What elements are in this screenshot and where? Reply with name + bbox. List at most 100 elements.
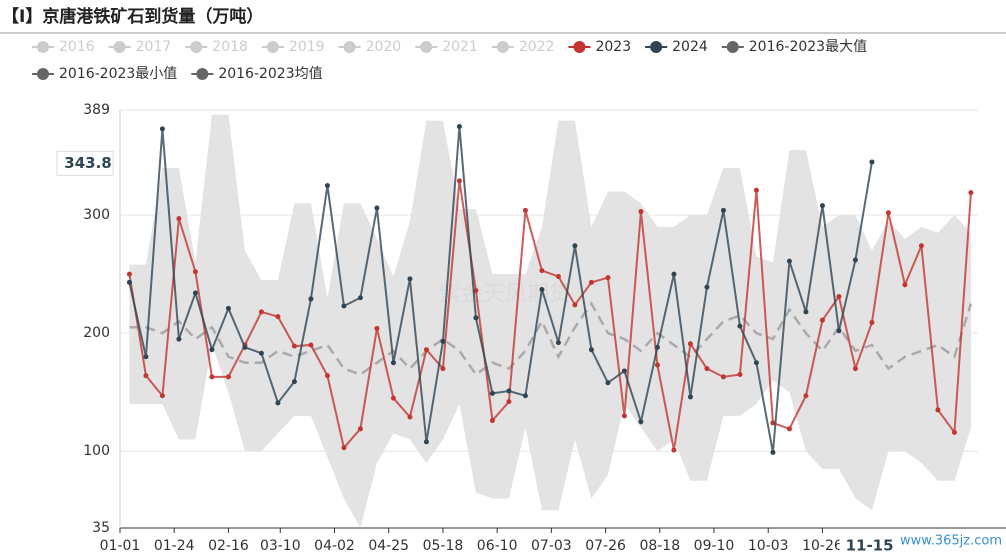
watermark: 紫金天风期货 (439, 282, 571, 307)
data-point (407, 414, 413, 420)
legend-item[interactable]: 2024 (645, 39, 708, 55)
data-point (143, 373, 149, 379)
data-point (258, 309, 264, 315)
data-point (572, 302, 578, 308)
legend-label: 2016-2023最小值 (59, 66, 177, 82)
legend-label: 2016-2023最大值 (749, 39, 867, 55)
data-point (275, 314, 281, 320)
data-point (423, 347, 429, 353)
axis-pointer-y-label: 343.8 (64, 154, 111, 172)
x-tick-label: 07-26 (585, 538, 626, 554)
site-watermark: www.365jz.com (900, 534, 1002, 549)
data-point (522, 393, 528, 399)
legend-item[interactable]: 2016-2023最小值 (32, 66, 177, 82)
data-point (423, 439, 429, 445)
data-point (506, 399, 512, 405)
data-point (225, 374, 231, 380)
data-point (671, 447, 677, 453)
data-point (522, 207, 528, 213)
y-tick-label: 200 (83, 325, 110, 341)
data-point (819, 203, 825, 209)
legend-label: 2023 (595, 39, 631, 55)
data-point (539, 268, 545, 274)
data-point (621, 413, 627, 419)
data-point (159, 393, 165, 399)
data-point (291, 379, 297, 385)
data-point (176, 336, 182, 342)
legend-marker (190, 41, 203, 53)
legend-item[interactable]: 2023 (568, 39, 631, 55)
y-tick-label: 35 (92, 520, 110, 536)
data-point (341, 303, 347, 309)
legend-label: 2019 (289, 39, 325, 55)
legend-item[interactable]: 2020 (338, 39, 402, 55)
series-line (128, 180, 972, 451)
legend-label: 2018 (212, 39, 248, 55)
data-point (687, 394, 693, 400)
data-point (852, 366, 858, 372)
axis-pointer-box (56, 150, 114, 176)
x-tick-label: 03-10 (260, 538, 301, 554)
legend-label: 2016-2023均值 (218, 66, 322, 82)
data-point (869, 320, 875, 326)
data-point (374, 325, 380, 331)
data-point (539, 286, 545, 292)
range-band (129, 114, 971, 528)
data-point (786, 258, 792, 264)
legend-item[interactable]: 2021 (415, 39, 478, 55)
data-point (786, 426, 792, 432)
legend-label: 2016 (59, 39, 95, 55)
data-point (308, 296, 314, 302)
legend-item[interactable]: 2016 (32, 39, 95, 55)
x-tick-label: 04-02 (314, 538, 355, 554)
data-point (209, 347, 215, 353)
legend-label: 2022 (519, 39, 555, 55)
data-point (704, 366, 710, 372)
data-point (588, 279, 594, 285)
data-point (935, 407, 941, 413)
data-point (357, 295, 363, 301)
data-point (803, 309, 809, 315)
data-point (704, 284, 710, 290)
legend-item[interactable]: 2016-2023均值 (191, 66, 323, 82)
axis-pointer-x-label: 11-15 (846, 537, 894, 555)
data-point (242, 344, 248, 350)
x-tick-label: 09-10 (694, 538, 735, 554)
data-point (588, 347, 594, 353)
data-point (291, 343, 297, 349)
legend-item[interactable]: 2016-2023最大值 (721, 39, 867, 55)
data-point (852, 257, 858, 263)
data-point (819, 317, 825, 323)
legend-marker (196, 68, 209, 80)
legend-item[interactable]: 2017 (108, 39, 172, 55)
legend-item[interactable]: 2022 (491, 39, 555, 55)
legend-marker (266, 41, 279, 53)
data-point (390, 360, 396, 366)
data-point (770, 420, 776, 426)
data-point (605, 275, 611, 281)
legend-marker (496, 41, 509, 53)
data-point (836, 328, 842, 334)
y-tick-label: 389 (83, 102, 110, 118)
data-point (407, 276, 413, 282)
data-point (357, 426, 363, 432)
data-point (803, 393, 809, 399)
legend-marker (37, 41, 49, 53)
legend-marker (650, 41, 663, 53)
legend-marker (420, 41, 433, 53)
data-point (638, 419, 644, 425)
data-point (918, 243, 924, 249)
x-tick-label: 08-18 (639, 538, 680, 554)
legend-item[interactable]: 2019 (261, 39, 325, 55)
x-tick-label: 10-03 (748, 538, 789, 554)
data-point (126, 271, 132, 277)
legend-label: 2020 (366, 39, 402, 55)
data-point (126, 279, 132, 285)
legend-item[interactable]: 2018 (185, 39, 248, 55)
data-point (489, 418, 495, 424)
data-point (473, 315, 479, 321)
data-point (753, 187, 759, 193)
chart-title: 【I】京唐港铁矿石到货量（万吨） (2, 6, 263, 27)
data-point (440, 366, 446, 372)
